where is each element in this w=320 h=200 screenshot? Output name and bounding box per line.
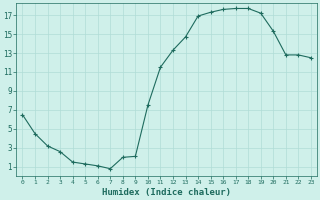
X-axis label: Humidex (Indice chaleur): Humidex (Indice chaleur) (102, 188, 231, 197)
